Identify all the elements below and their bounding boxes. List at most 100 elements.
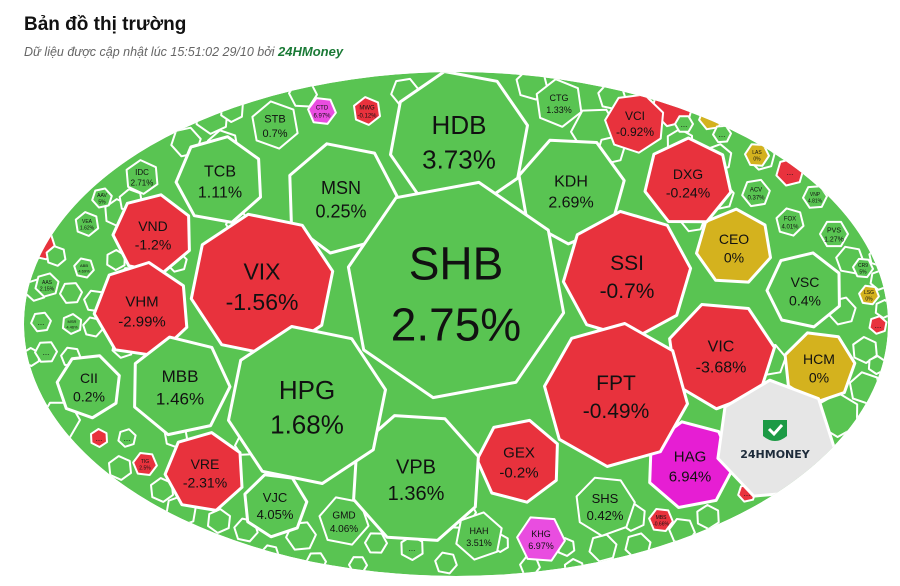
stock-cell-vci[interactable]: VCI -0.92% <box>604 93 665 154</box>
stock-cell-gex[interactable]: GEX -0.2% <box>475 418 559 504</box>
stock-cell-shape[interactable] <box>73 257 95 279</box>
stock-cell-shape[interactable] <box>543 322 689 468</box>
stock-change: -1.2% <box>135 236 172 252</box>
stock-cell-hpg[interactable]: HPG 1.68% <box>227 325 387 485</box>
stock-cell-shape[interactable] <box>55 354 121 420</box>
more-cell-shape[interactable] <box>712 124 732 144</box>
stock-cell-fpt[interactable]: FPT -0.49% <box>543 322 689 468</box>
more-stocks-cell[interactable]: ... <box>30 311 52 333</box>
stock-cell-shape[interactable] <box>34 272 60 298</box>
stock-cell-shape[interactable] <box>535 78 583 128</box>
filler-cell <box>779 492 801 514</box>
stock-cell-shape[interactable] <box>648 420 736 509</box>
stock-cell-shape[interactable] <box>346 180 566 400</box>
more-stocks-cell[interactable]: ... <box>34 341 58 363</box>
more-stocks-cell[interactable]: ... <box>674 115 694 133</box>
stock-cell-shape[interactable] <box>802 185 828 209</box>
more-cell-shape[interactable] <box>868 315 888 335</box>
stock-change: 4.81% <box>808 198 823 204</box>
stock-cell-shape[interactable] <box>133 335 232 437</box>
stock-cell-pvs[interactable]: PVS 1.27% <box>819 220 849 248</box>
stock-cell-mbs[interactable]: MBS-0.66% <box>648 508 674 532</box>
stock-cell-cii[interactable]: CII 0.2% <box>55 354 121 420</box>
more-cell-shape[interactable] <box>674 115 694 133</box>
stock-cell-shape[interactable] <box>251 100 299 150</box>
stock-cell-shape[interactable] <box>741 178 771 208</box>
stock-cell-vix[interactable]: VIX -1.56% <box>189 212 335 358</box>
stock-cell-shape[interactable] <box>575 476 636 537</box>
stock-cell-shape[interactable] <box>61 313 83 335</box>
stock-cell-shape[interactable] <box>353 96 381 126</box>
stock-cell-ssi[interactable]: SSI -0.7% <box>561 209 693 341</box>
stock-cell-ctg[interactable]: CTG 1.33% <box>535 78 583 128</box>
stock-cell-shape[interactable] <box>475 418 559 504</box>
stock-cell-idc[interactable]: IDC 2.71% <box>125 159 159 195</box>
stock-cell-hcm[interactable]: HCM 0% <box>783 331 857 405</box>
stock-cell-shape[interactable] <box>516 516 566 562</box>
more-stocks-cell[interactable]: ... <box>868 315 888 335</box>
stock-cell-shape[interactable] <box>604 93 665 154</box>
stock-cell-shape[interactable] <box>174 135 262 224</box>
more-cell-shape[interactable] <box>90 428 108 448</box>
stock-cell-vjc[interactable]: VJC 4.05% <box>243 473 309 539</box>
stock-cell-shb[interactable]: SHB 2.75% <box>346 180 566 400</box>
stock-cell-ctd[interactable]: CTD 6.97% <box>307 97 337 125</box>
stock-cell-shape[interactable] <box>163 431 244 512</box>
more-cell-shape[interactable] <box>30 311 52 333</box>
stock-cell-hag[interactable]: HAG 6.94% <box>648 420 736 509</box>
stock-cell-shape[interactable] <box>765 251 841 329</box>
stock-cell-shape[interactable] <box>132 452 158 476</box>
stock-cell-fox[interactable]: FOX 4.01% <box>775 207 805 237</box>
stock-cell-khg[interactable]: KHG 6.97% <box>516 516 566 562</box>
stock-cell-stb[interactable]: STB 0.7% <box>251 100 299 150</box>
stock-cell-shape[interactable] <box>227 325 387 485</box>
stock-cell-vhm[interactable]: VHM -2.99% <box>92 261 189 358</box>
more-stocks-cell[interactable]: ... <box>117 428 137 448</box>
stock-cell-shape[interactable] <box>74 211 100 237</box>
more-cell-shape[interactable] <box>34 341 58 363</box>
stock-cell-shape[interactable] <box>243 473 309 539</box>
stock-cell-ceo[interactable]: CEO 0% <box>695 207 772 284</box>
stock-cell-shape[interactable] <box>307 97 337 125</box>
stock-cell-shape[interactable] <box>775 207 805 237</box>
stock-cell-tcb[interactable]: TCB 1.11% <box>174 135 262 224</box>
stock-cell-vre[interactable]: VRE -2.31% <box>163 431 244 512</box>
stock-cell-mwg[interactable]: MWG -0.12% <box>353 96 381 126</box>
stock-cell-shape[interactable] <box>695 207 772 284</box>
brand-link[interactable]: 24HMoney <box>278 44 344 59</box>
stock-cell-shape[interactable] <box>783 331 857 405</box>
stock-cell-shape[interactable] <box>189 212 335 358</box>
stock-cell-acv[interactable]: ACV 0.37% <box>741 178 771 208</box>
stock-cell-shape[interactable] <box>643 136 733 224</box>
more-stocks-cell[interactable]: ... <box>90 428 108 448</box>
stock-change: 0% <box>865 296 873 302</box>
stock-cell-vpb[interactable]: VPB 1.36% <box>352 414 480 542</box>
stock-cell-shape[interactable] <box>125 159 159 195</box>
stock-cell-shape[interactable] <box>91 187 113 209</box>
more-stocks-cell[interactable]: ... <box>712 124 732 144</box>
more-cell-shape[interactable] <box>117 428 137 448</box>
stock-cell-shape[interactable] <box>648 508 674 532</box>
stock-cell-shape[interactable] <box>858 284 880 306</box>
stock-cell-mbb[interactable]: MBB 1.46% <box>133 335 232 437</box>
stock-cell-shs[interactable]: SHS 0.42% <box>575 476 636 537</box>
stock-cell-vnd[interactable]: VND -1.2% <box>111 193 191 275</box>
stock-cell-shape[interactable] <box>819 220 849 248</box>
stock-symbol: CEO <box>719 231 749 247</box>
stock-cell-shape[interactable] <box>852 257 874 279</box>
stock-symbol: VEA <box>82 219 93 225</box>
stock-cell-gmd[interactable]: GMD 4.06% <box>318 496 370 546</box>
stock-cell-shape[interactable] <box>111 193 191 275</box>
stock-cell-dxg[interactable]: DXG -0.24% <box>643 136 733 224</box>
stock-cell-vsc[interactable]: VSC 0.4% <box>765 251 841 329</box>
